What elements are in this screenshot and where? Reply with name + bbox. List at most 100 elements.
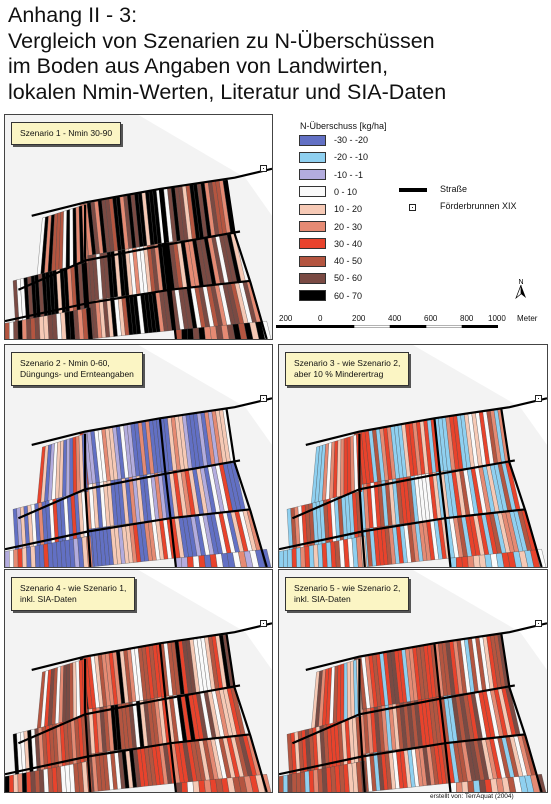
- field-parcel: [334, 540, 341, 567]
- legend-swatch: [299, 134, 326, 146]
- legend-class-row: -20 - -10: [299, 151, 368, 163]
- legend-class-label: -30 - -20: [334, 135, 369, 145]
- field-parcel: [513, 776, 523, 792]
- road-line: [305, 622, 547, 671]
- legend-class-row: 40 - 50: [299, 255, 362, 267]
- field-parcel: [249, 775, 260, 792]
- field-parcel: [68, 763, 76, 792]
- legend-swatch: [299, 151, 326, 163]
- field-parcel: [13, 773, 19, 792]
- field-parcel: [17, 773, 23, 792]
- field-parcel: [69, 437, 74, 497]
- scenario-label-line-1: Szenario 2 - Nmin 0-60,: [20, 358, 110, 368]
- field-parcel: [5, 775, 10, 792]
- field-parcel: [69, 208, 74, 268]
- scenario-label: Szenario 2 - Nmin 0-60, Düngungs- und Er…: [11, 352, 143, 386]
- legend-class-row: 20 - 30: [299, 221, 362, 233]
- field-parcel: [43, 315, 50, 339]
- scenario-label-line-1: Szenario 1 - Nmin 30-90: [20, 128, 113, 138]
- field-parcel: [291, 773, 297, 792]
- scenario-label-line-2: inkl. SIA-Daten: [20, 594, 77, 604]
- field-parcel: [317, 543, 324, 567]
- road-line: [5, 279, 251, 323]
- legend-class-row: -30 - -20: [299, 134, 368, 146]
- field-parcel: [21, 772, 28, 792]
- field-parcel: [47, 767, 54, 792]
- field-parcel: [304, 545, 310, 567]
- field-parcel: [81, 308, 89, 339]
- field-map: [5, 345, 272, 567]
- road-line: [279, 733, 526, 776]
- field-parcel: [198, 327, 206, 339]
- legend-class-row: 60 - 70: [299, 290, 362, 302]
- road-line: [433, 643, 452, 792]
- field-parcel: [330, 766, 337, 792]
- legend-swatch: [299, 169, 326, 181]
- field-parcel: [192, 555, 200, 567]
- field-parcel: [68, 310, 76, 339]
- field-parcel: [65, 663, 70, 723]
- legend-class-row: 10 - 20: [299, 203, 362, 215]
- field-parcel: [56, 541, 63, 567]
- field-parcel: [175, 329, 182, 339]
- field-parcel: [26, 546, 32, 567]
- scale-tick-label: 400: [388, 314, 402, 323]
- field-parcel: [484, 779, 493, 792]
- field-parcel: [495, 777, 505, 792]
- field-parcel: [26, 771, 32, 792]
- well-marker-icon: [260, 395, 267, 402]
- field-parcel: [467, 780, 475, 792]
- legend-well-label: Förderbrunnen XIX: [440, 201, 517, 211]
- field-parcel: [187, 556, 194, 567]
- field-parcel: [60, 540, 67, 567]
- field-parcel: [215, 553, 224, 567]
- field-parcel: [473, 780, 481, 792]
- legend-class-label: 40 - 50: [334, 256, 363, 267]
- legend-class-label: 10 - 20: [334, 204, 363, 215]
- road-line: [158, 418, 177, 567]
- legend-class-label: 30 - 40: [334, 238, 363, 249]
- field-parcel: [34, 316, 41, 339]
- field-parcel: [473, 555, 481, 567]
- title-line-1: Anhang II - 3:: [8, 3, 138, 27]
- field-parcel: [308, 545, 315, 567]
- field-parcel: [456, 781, 463, 792]
- legend-swatch: [299, 221, 326, 232]
- field-parcel: [204, 326, 212, 339]
- road-line: [500, 409, 543, 567]
- scenario-label: Szenario 5 - wie Szenario 2, inkl. SIA-D…: [285, 577, 410, 611]
- legend-title: N-Überschuss [kg/ha]: [300, 121, 387, 131]
- road-line: [17, 459, 241, 520]
- field-parcel: [313, 769, 319, 792]
- field-parcel: [181, 328, 188, 339]
- scenario-label: Szenario 3 - wie Szenario 2, aber 10 % M…: [285, 352, 410, 386]
- scale-tick-label: 800: [460, 314, 474, 323]
- road-line: [358, 658, 366, 792]
- field-parcel: [232, 551, 242, 567]
- legend-class-label: 20 - 30: [334, 221, 363, 232]
- field-parcel: [51, 313, 58, 339]
- field-parcel: [13, 548, 19, 567]
- field-parcel: [338, 764, 346, 792]
- north-arrow-icon: N: [515, 279, 526, 299]
- field-parcel: [198, 780, 206, 792]
- scale-tick-label: 0: [318, 314, 323, 323]
- field-parcel: [283, 549, 288, 567]
- well-marker-icon: [260, 165, 267, 172]
- title-line-4: lokalen Nmin-Werten, Literatur und SIA-D…: [8, 79, 447, 104]
- scenario-label-line-2: inkl. SIA-Daten: [294, 594, 351, 604]
- field-parcel: [308, 770, 315, 792]
- field-parcel: [65, 209, 70, 269]
- road-line: [433, 418, 452, 567]
- map-panel-scenario-3: Szenario 3 - wie Szenario 2, aber 10 % M…: [278, 344, 548, 568]
- road-line: [225, 179, 268, 339]
- map-panel-scenario-5: Szenario 5 - wie Szenario 2, inkl. SIA-D…: [278, 569, 548, 793]
- field-parcel: [187, 328, 194, 339]
- field-parcel: [43, 543, 50, 567]
- road-line: [31, 622, 272, 671]
- legend-swatch: [299, 290, 326, 302]
- road-line: [31, 167, 272, 217]
- legend-class-row: 0 - 10: [299, 186, 357, 198]
- field-parcel: [326, 541, 333, 567]
- road-symbol-icon: [399, 188, 427, 192]
